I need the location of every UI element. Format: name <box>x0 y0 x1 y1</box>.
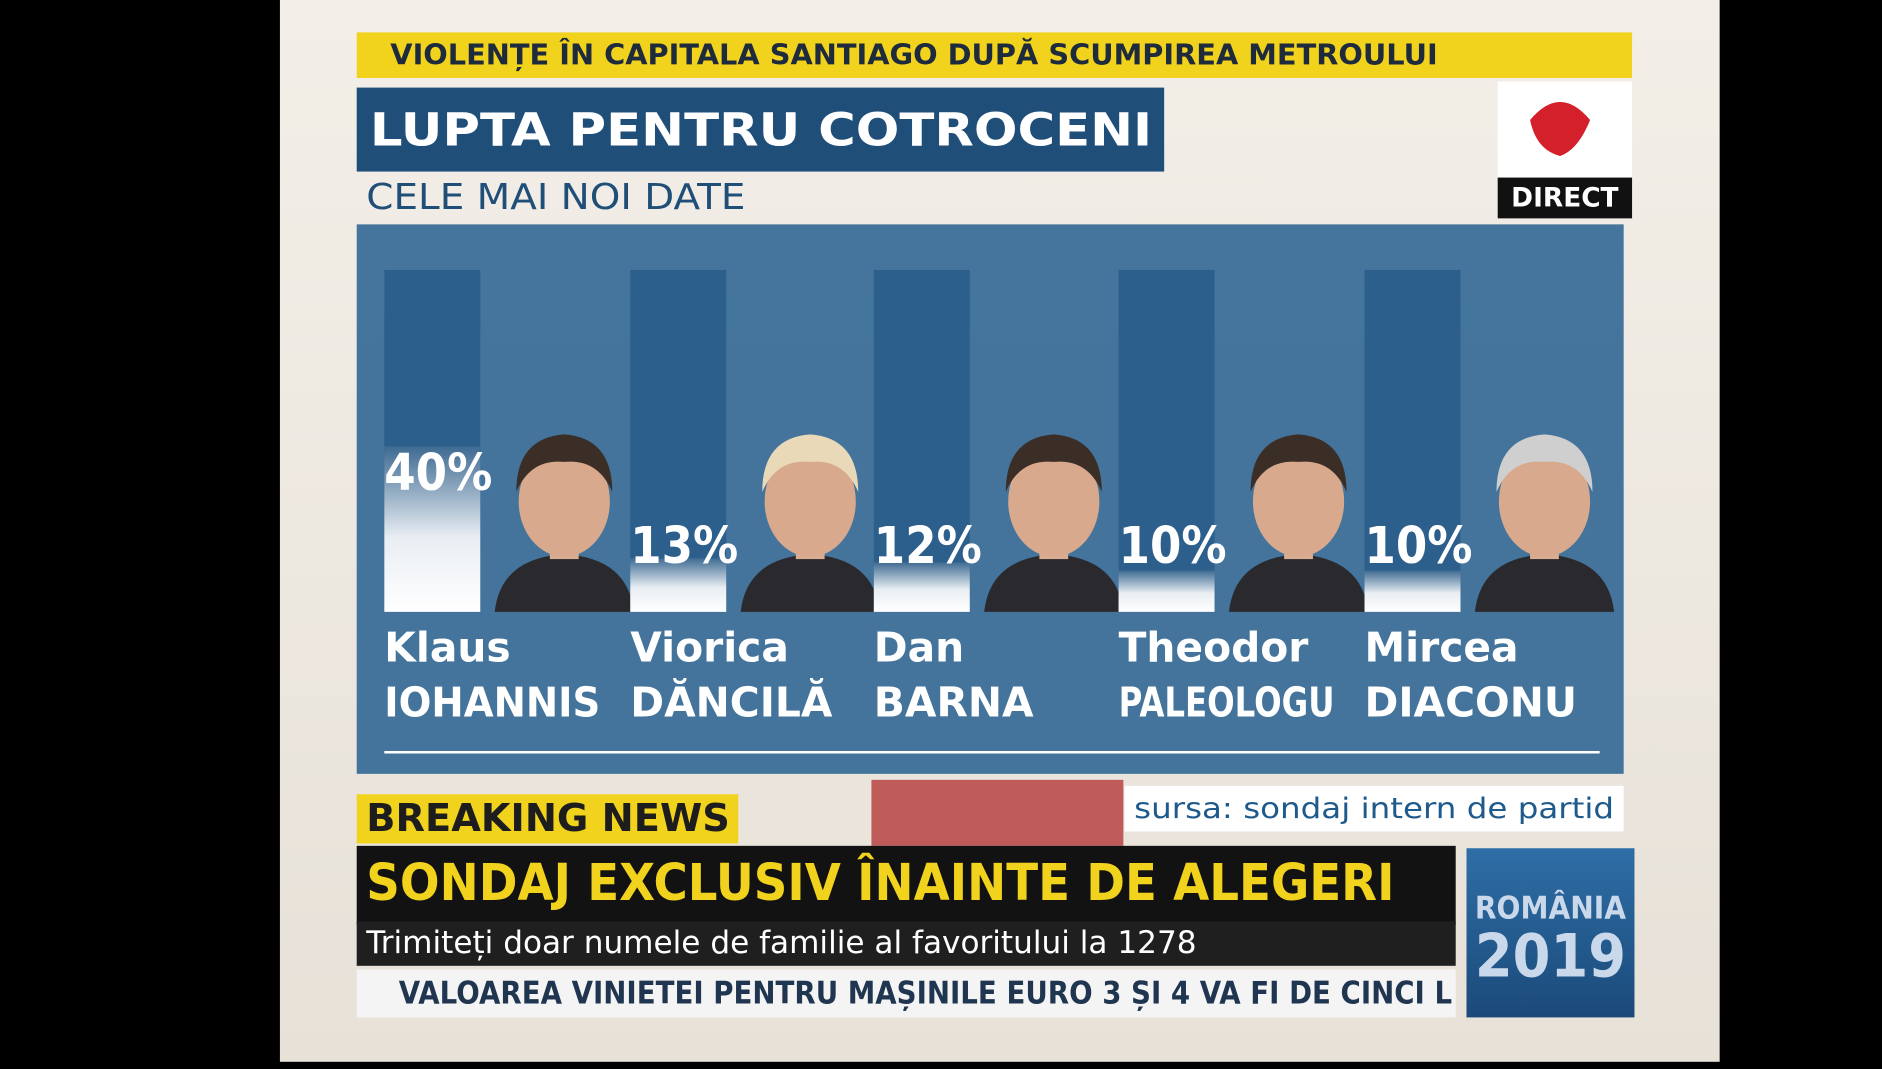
direct-box <box>1497 177 1633 219</box>
portrait-hair <box>516 434 613 492</box>
subline: Trimiteți doar numele de familie al favo… <box>365 925 1196 961</box>
value-label: 13% <box>630 516 738 575</box>
column-track <box>873 269 970 612</box>
category-first: Dan <box>874 623 964 671</box>
ticker: VALOAREA VINIETEI PENTRU MAȘINILE EURO 3… <box>399 976 1453 1012</box>
breaking-tag: BREAKING NEWS <box>366 796 730 841</box>
bar <box>873 562 970 612</box>
logo-mark <box>1530 101 1591 156</box>
portrait-body <box>984 554 1124 612</box>
headline: SONDAJ EXCLUSIV ÎNAINTE DE ALEGERI <box>366 853 1394 912</box>
subline-box <box>356 921 1456 966</box>
portrait-hair <box>1496 434 1593 492</box>
category-last: IOHANNIS <box>384 678 600 726</box>
category-last: DĂNCILĂ <box>630 677 833 726</box>
bar <box>384 446 481 612</box>
source-box <box>1124 785 1624 832</box>
category-last: DIACONU <box>1365 678 1577 726</box>
bar <box>1364 570 1461 612</box>
badge-line1: ROMÂNIA <box>1475 888 1626 926</box>
portrait-head <box>518 446 610 557</box>
portrait-body <box>494 554 634 612</box>
column-track <box>1364 269 1461 612</box>
portrait-hair <box>1005 434 1102 492</box>
category-last: BARNA <box>874 678 1034 726</box>
category-first: Mircea <box>1365 623 1519 671</box>
value-label: 10% <box>1119 516 1227 575</box>
portrait-head <box>1252 446 1345 557</box>
carpet <box>871 779 1124 846</box>
category-first: Klaus <box>384 623 510 671</box>
chart-title: LUPTA PENTRU COTROCENI <box>370 104 1152 157</box>
portrait-head <box>1498 446 1591 557</box>
portrait-hair <box>762 434 859 492</box>
column-track <box>630 269 727 612</box>
bar <box>1118 570 1215 612</box>
value-label: 12% <box>874 516 982 575</box>
ticker-box <box>356 969 1456 1018</box>
category-first: Theodor <box>1119 623 1309 671</box>
top-ticker: VIOLENȚE ÎN CAPITALA SANTIAGO DUPĂ SCUMP… <box>390 37 1437 71</box>
category-first: Viorica <box>630 623 789 671</box>
value-label: 10% <box>1365 516 1473 575</box>
source: sursa: sondaj intern de partid <box>1134 791 1614 825</box>
portrait-body <box>1474 554 1615 612</box>
portrait-body <box>1228 554 1369 612</box>
portrait-head <box>1008 446 1100 557</box>
category-last: PALEOLOGU <box>1119 678 1335 726</box>
logo-label: DIRECT <box>1511 184 1618 214</box>
portrait-body <box>740 554 880 612</box>
headline-box <box>356 845 1456 926</box>
badge-line2: 2019 <box>1475 921 1626 991</box>
election-badge <box>1466 848 1635 1018</box>
title-box <box>356 87 1165 172</box>
chart-subtitle: CELE MAI NOI DATE <box>366 177 745 218</box>
bar <box>630 558 727 612</box>
chart: 40% Klaus IOHANNIS 13% Viorica DĂNCILĂ 12% Dan B… <box>356 224 1624 774</box>
top-ticker-bar <box>356 32 1633 78</box>
column-track <box>1118 269 1215 612</box>
value-label: 40% <box>384 443 492 502</box>
tag-box <box>356 794 739 844</box>
portrait-hair <box>1250 434 1347 492</box>
portrait-head <box>764 446 856 557</box>
